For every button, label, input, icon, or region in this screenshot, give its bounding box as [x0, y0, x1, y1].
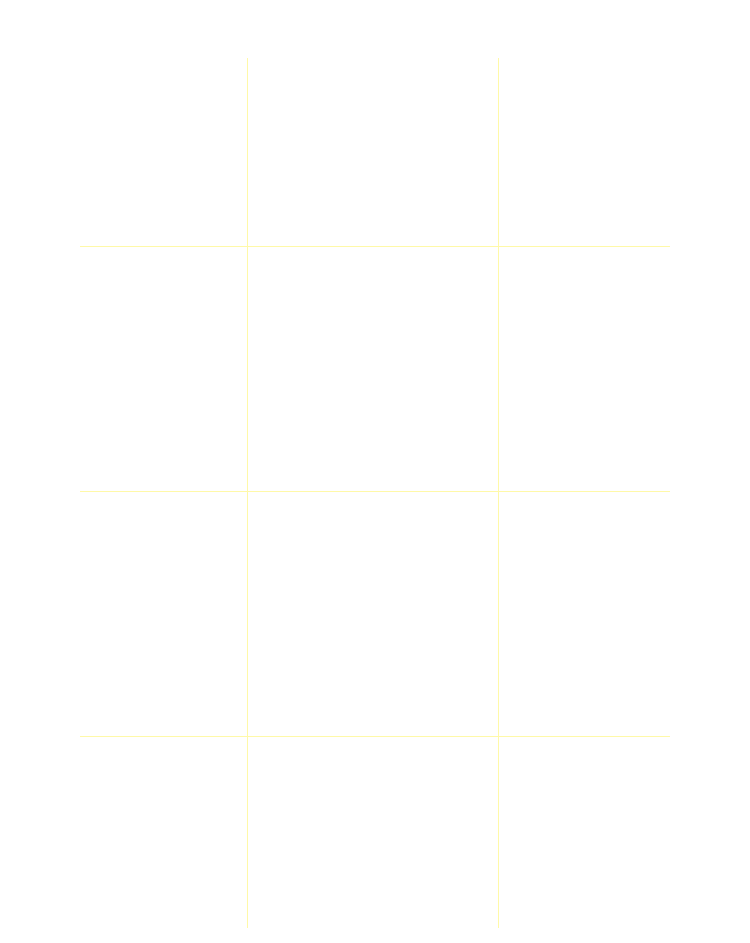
vertical-guide-line-left — [247, 58, 248, 928]
horizontal-guide-line-middle — [80, 491, 670, 492]
vertical-guide-line-right — [498, 58, 499, 928]
horizontal-guide-line-top — [80, 246, 670, 247]
horizontal-guide-line-bottom — [80, 736, 670, 737]
